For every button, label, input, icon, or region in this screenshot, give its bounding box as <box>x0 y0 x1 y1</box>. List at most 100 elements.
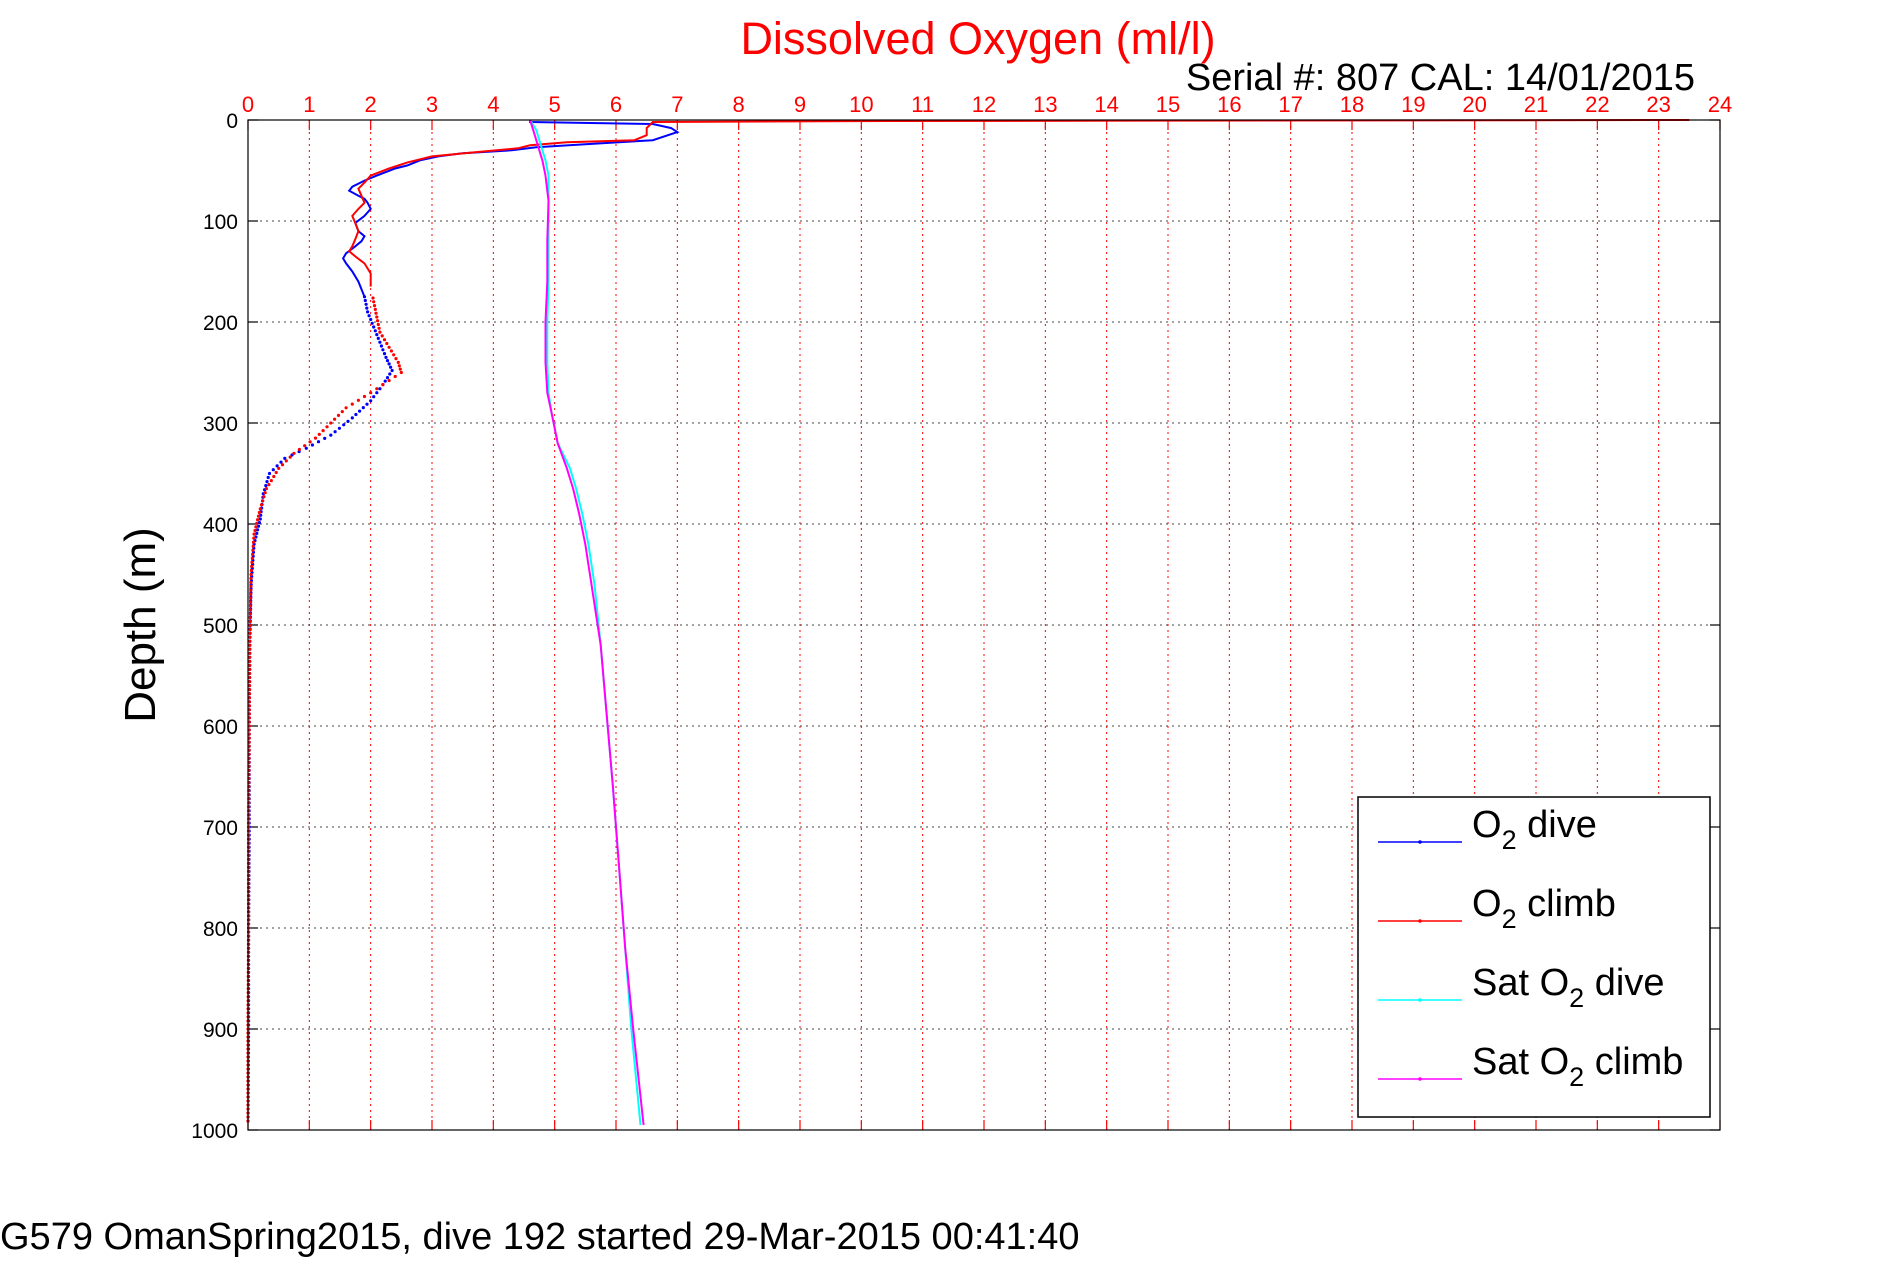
series-point <box>342 423 346 427</box>
series-point <box>266 475 270 480</box>
legend-marker <box>1418 840 1422 844</box>
series-point <box>354 412 358 417</box>
series-point <box>262 495 266 499</box>
series-point <box>284 459 288 463</box>
y-tick-label: 400 <box>203 514 238 537</box>
series-point <box>398 367 402 371</box>
series-point <box>372 395 376 399</box>
y-tick-label: 200 <box>203 312 238 335</box>
x-tick-label: 23 <box>1646 92 1670 117</box>
series-point <box>249 568 253 573</box>
series-point <box>292 451 296 455</box>
series-point <box>251 552 255 556</box>
series-point <box>248 647 252 651</box>
series-point <box>385 341 389 346</box>
series-line <box>529 119 645 1126</box>
x-tick-label: 0 <box>242 92 254 117</box>
legend-box <box>1357 796 1711 1118</box>
series-point <box>304 446 308 450</box>
series-point <box>329 433 333 437</box>
x-tick-label: 14 <box>1094 92 1118 117</box>
x-tick-label: 7 <box>671 92 683 117</box>
series-point <box>248 604 253 608</box>
series-point <box>248 663 252 668</box>
series-point <box>372 325 376 329</box>
x-tick-label: 4 <box>487 92 499 117</box>
series-point <box>375 315 379 319</box>
series-point <box>387 345 391 349</box>
series-point <box>247 684 252 688</box>
series-point <box>378 330 382 334</box>
x-tick-label: 12 <box>972 92 996 117</box>
series-point <box>383 379 387 383</box>
series-point <box>257 510 261 515</box>
series-point <box>250 560 254 565</box>
x-tick-label: 22 <box>1585 92 1609 117</box>
series-point <box>371 296 375 300</box>
series-point <box>378 387 382 391</box>
series-point <box>303 444 307 448</box>
series-point <box>251 540 256 544</box>
series-point <box>363 298 367 303</box>
dive-caption: G579 OmanSpring2015, dive 192 started 29… <box>0 1216 1079 1258</box>
serial-label: Serial #: 807 CAL: 14/01/2015 <box>1186 57 1695 99</box>
series-point <box>283 456 287 460</box>
series-point <box>288 455 292 459</box>
series-point <box>274 470 278 475</box>
series-point <box>366 310 370 314</box>
series-point <box>269 479 273 483</box>
series-point <box>248 612 252 616</box>
series-point <box>248 643 252 647</box>
series-point <box>384 355 388 359</box>
x-tick-label: 1 <box>303 92 315 117</box>
series-point <box>375 387 379 391</box>
x-tick-label: 16 <box>1217 92 1241 117</box>
series-point <box>382 338 387 342</box>
legend-label: Sat O2 dive <box>1472 962 1664 1013</box>
y-axis-label: Depth (m) <box>116 527 165 723</box>
series-point <box>397 364 401 368</box>
series-point <box>297 447 301 452</box>
series-point <box>387 362 391 366</box>
series-point <box>389 349 393 353</box>
series-point <box>393 374 397 379</box>
series-point <box>252 536 256 540</box>
legend-label: Sat O2 climb <box>1472 1041 1683 1092</box>
series-point <box>375 333 379 337</box>
series-point <box>369 317 373 322</box>
series-point <box>248 627 252 632</box>
series-point <box>267 471 272 476</box>
x-tick-label: 13 <box>1033 92 1057 117</box>
x-tick-label: 18 <box>1340 92 1364 117</box>
series-point <box>350 402 354 406</box>
series-point <box>337 426 341 430</box>
series-point <box>373 307 377 311</box>
series-point <box>249 592 253 596</box>
series-point <box>376 319 380 323</box>
series-point <box>258 517 262 521</box>
series-point <box>248 651 252 655</box>
series-point <box>248 667 252 672</box>
series-point <box>255 531 259 536</box>
series-point <box>248 616 252 620</box>
series-point <box>387 379 391 383</box>
series-point <box>250 564 254 569</box>
y-tick-label: 900 <box>203 1019 238 1042</box>
series-point <box>325 425 329 429</box>
series-point <box>399 370 403 375</box>
series-point <box>256 518 260 522</box>
series-point <box>381 348 385 352</box>
series-point <box>389 365 393 369</box>
series-point <box>280 463 285 467</box>
series-point <box>373 329 377 333</box>
chart-title: Dissolved Oxygen (ml/l) <box>740 13 1215 64</box>
x-tick-label: 19 <box>1401 92 1425 117</box>
series-point <box>372 304 377 308</box>
x-tick-label: 5 <box>549 92 561 117</box>
series-point <box>248 639 252 643</box>
series-point <box>263 491 267 495</box>
series-point <box>356 398 360 402</box>
series-point <box>279 460 283 464</box>
y-tick-label: 1000 <box>191 1120 238 1143</box>
